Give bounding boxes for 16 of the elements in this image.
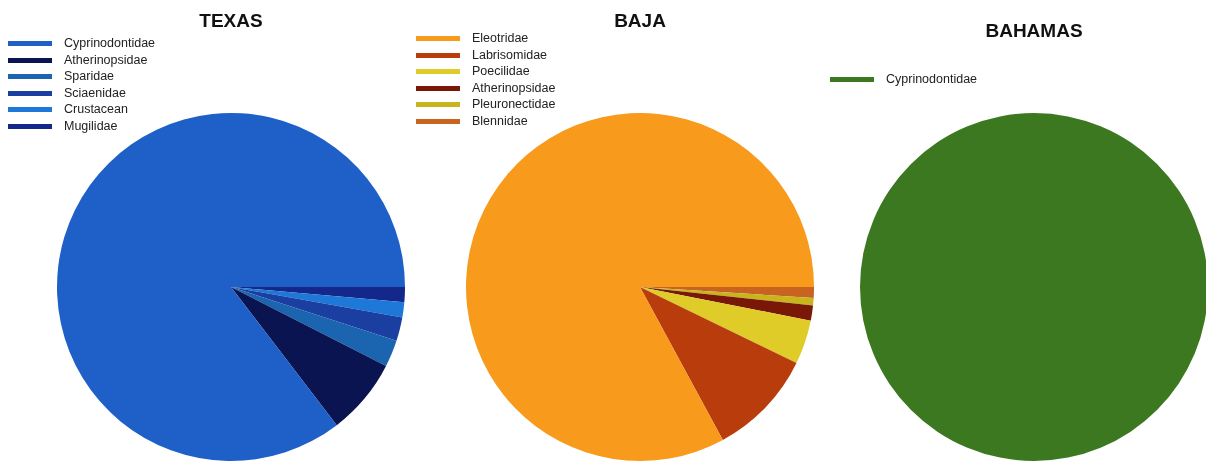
chart-title: BAJA	[614, 10, 666, 32]
chart-title: TEXAS	[199, 10, 263, 32]
legend-label: Eleotridae	[472, 31, 529, 45]
legend-label: Cyprinodontidae	[64, 36, 156, 50]
legend-label: Atherinopsidae	[64, 52, 148, 67]
legend-label: Sparidae	[64, 69, 115, 83]
chart-title: BAHAMAS	[985, 20, 1083, 42]
legend-label: Labrisomidae	[472, 47, 548, 62]
legend-label: Pleuronectidae	[472, 97, 556, 111]
legend-label: Poecilidae	[472, 64, 530, 78]
legend-label: Cyprinodontidae	[886, 72, 978, 86]
legend-label: Mugilidae	[64, 118, 118, 133]
legend-label: Atherinopsidae	[472, 80, 556, 95]
legend-label: Crustacean	[64, 102, 128, 116]
legend-label: Sciaenidae	[64, 85, 126, 100]
legend-label: Blennidae	[472, 113, 528, 128]
